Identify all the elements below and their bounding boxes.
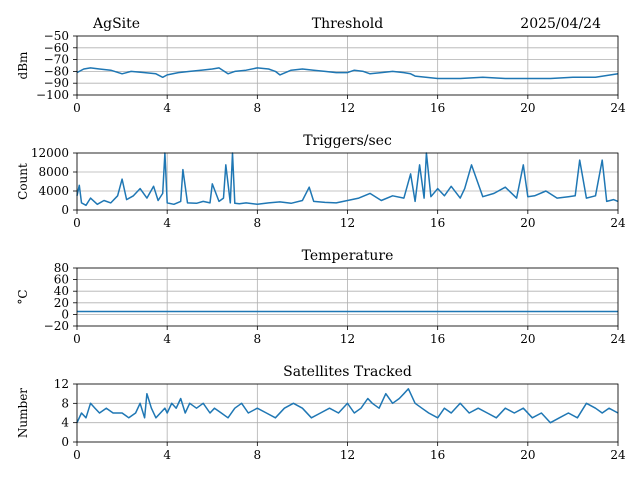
triggers-xtick-label: 12	[340, 216, 355, 230]
satellites-xtick-label: 20	[520, 448, 535, 462]
threshold-xtick-label: 20	[520, 101, 535, 115]
satellites-xtick-label: 8	[254, 448, 262, 462]
temperature-ytick-label: −20	[44, 319, 69, 333]
temperature-ylabel: °C	[16, 289, 30, 304]
satellites-xtick-label: 24	[610, 448, 626, 462]
satellites-xtick-label: 0	[73, 448, 81, 462]
triggers-xtick-label: 8	[254, 216, 262, 230]
satellites-ytick-label: 0	[61, 435, 69, 449]
temperature-xtick-label: 4	[163, 332, 171, 346]
temperature-xtick-label: 24	[610, 332, 626, 346]
threshold-xtick-label: 4	[163, 101, 171, 115]
triggers-xtick-label: 0	[73, 216, 81, 230]
threshold-ytick-label: −80	[44, 64, 69, 78]
triggers-xtick-label: 20	[520, 216, 535, 230]
threshold-xtick-label: 8	[254, 101, 262, 115]
threshold-xtick-label: 12	[340, 101, 355, 115]
threshold-ylabel: dBm	[16, 51, 30, 80]
temperature-xtick-label: 20	[520, 332, 535, 346]
site-name: AgSite	[92, 16, 140, 32]
triggers-panel: 0 4 8 12 16 20 24 0 4000 8000 12000 Triggers/sec Cou…	[16, 133, 626, 230]
threshold-ytick-label: −90	[44, 76, 69, 90]
threshold-xtick-label: 16	[430, 101, 445, 115]
triggers-series-line	[76, 152, 619, 207]
threshold-ytick-label: −60	[44, 41, 69, 55]
satellites-xtick-label: 12	[340, 448, 355, 462]
temperature-xtick-label: 0	[73, 332, 81, 346]
satellites-ytick-label: 12	[54, 377, 69, 391]
temperature-xtick-label: 12	[340, 332, 355, 346]
satellites-panel: 0 4 8 12 16 20 24 0 4 8 12 Satellites Tracked Number	[16, 364, 626, 462]
triggers-ytick-label: 8000	[38, 165, 69, 179]
temperature-ytick-label: 0	[61, 307, 69, 321]
temperature-xtick-label: 8	[254, 332, 262, 346]
triggers-xtick-label: 16	[430, 216, 445, 230]
satellites-xtick-label: 16	[430, 448, 445, 462]
threshold-series-line	[76, 67, 619, 80]
satellites-xtick-label: 4	[163, 448, 171, 462]
triggers-xtick-label: 24	[610, 216, 626, 230]
satellites-ytick-label: 8	[61, 396, 69, 410]
temperature-ytick-label: 40	[54, 284, 69, 298]
plots-group: 0 4 8 12 16 20 24 −100−90−80−70−60−50 Threshold d…	[16, 16, 626, 462]
threshold-ytick-label: −50	[44, 29, 69, 43]
temperature-ytick-label: 80	[54, 261, 69, 275]
threshold-panel: 0 4 8 12 16 20 24 −100−90−80−70−60−50 Threshold d…	[16, 16, 626, 115]
temperature-ytick-label: 20	[54, 296, 69, 310]
satellites-ylabel: Number	[16, 388, 30, 438]
triggers-ylabel: Count	[16, 163, 30, 200]
threshold-xtick-label: 0	[73, 101, 81, 115]
triggers-ytick-label: 12000	[31, 146, 69, 160]
threshold-title: Threshold	[312, 16, 383, 32]
satellites-title: Satellites Tracked	[283, 364, 412, 380]
triggers-title: Triggers/sec	[303, 133, 392, 149]
satellites-ytick-label: 4	[61, 416, 69, 430]
threshold-ytick-label: −100	[36, 88, 69, 102]
triggers-xtick-label: 4	[163, 216, 171, 230]
temperature-ytick-label: 60	[54, 273, 69, 287]
satellites-series-line	[76, 388, 619, 424]
triggers-ytick-label: 4000	[38, 184, 69, 198]
date-label: 2025/04/24	[520, 16, 601, 32]
triggers-ytick-label: 0	[61, 203, 69, 217]
threshold-xtick-label: 24	[610, 101, 626, 115]
threshold-ytick-label: −70	[44, 53, 69, 67]
temperature-title: Temperature	[302, 248, 394, 264]
temperature-xtick-label: 16	[430, 332, 445, 346]
